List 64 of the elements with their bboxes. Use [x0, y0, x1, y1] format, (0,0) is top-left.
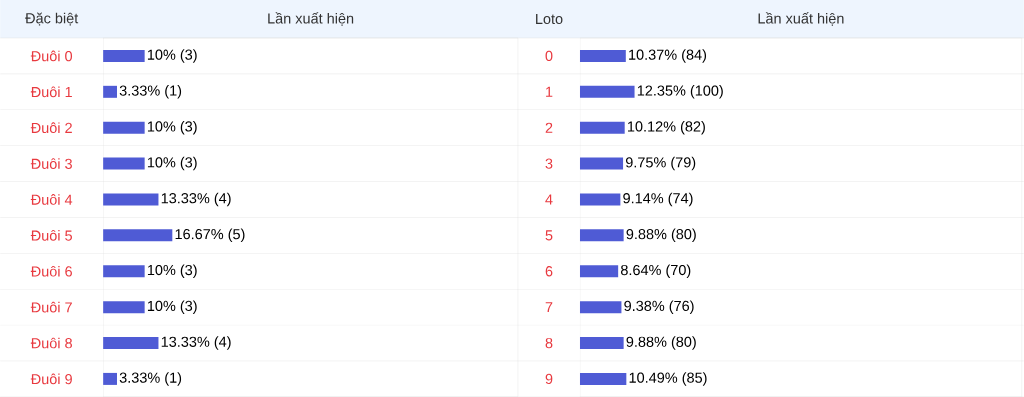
- data-label: 3.33% (1): [119, 372, 182, 386]
- data-label: 12.35% (100): [637, 85, 723, 99]
- bar: [579, 337, 624, 350]
- bar: [103, 157, 145, 170]
- data-label: 10.12% (82): [628, 120, 705, 135]
- y-tick-label: Đuôi 2: [30, 122, 72, 134]
- data-label: 10% (3): [147, 156, 197, 171]
- data-label: 10% (3): [147, 264, 197, 278]
- data-label: 10% (3): [147, 300, 197, 314]
- y-tick-label: Đuôi 6: [30, 265, 72, 277]
- y-tick-label: 3: [545, 158, 553, 169]
- data-label: 13.33% (4): [161, 192, 231, 207]
- bar: [103, 49, 145, 62]
- bar: [579, 157, 624, 170]
- bar: [103, 265, 145, 278]
- bar: [103, 193, 159, 206]
- bar: [103, 372, 117, 385]
- bar: [103, 301, 145, 314]
- y-tick-label: 8: [545, 337, 553, 349]
- bar: [103, 229, 173, 242]
- bar: [103, 337, 159, 350]
- y-tick-label: Đuôi 4: [30, 194, 73, 205]
- y-axis-title: Loto: [536, 13, 563, 25]
- data-label: 9.88% (80): [626, 336, 696, 350]
- data-label: 10.49% (85): [629, 372, 707, 386]
- y-tick-label: 9: [545, 373, 553, 385]
- data-label: 8.64% (70): [620, 264, 691, 278]
- y-tick-label: 0: [545, 50, 553, 62]
- bar: [579, 229, 624, 242]
- bar: [579, 265, 619, 278]
- bar: [579, 121, 625, 134]
- x-axis-title: Lần xuất hiện: [758, 12, 844, 26]
- y-axis-title: Đặc biệt: [25, 12, 79, 26]
- y-tick-label: Đuôi 5: [30, 230, 72, 241]
- data-label: 9.14% (74): [623, 192, 693, 207]
- data-label: 10.37% (84): [629, 49, 707, 63]
- bar: [579, 49, 626, 62]
- y-tick-label: 7: [545, 302, 553, 313]
- y-tick-label: 1: [546, 86, 553, 97]
- x-axis-title: Lần xuất hiện: [268, 12, 354, 26]
- bar: [103, 121, 145, 134]
- data-label: 9.88% (80): [626, 228, 696, 243]
- y-tick-label: Đuôi 9: [30, 373, 72, 385]
- y-tick-label: Đuôi 8: [30, 337, 72, 349]
- y-tick-label: Đuôi 1: [30, 86, 72, 98]
- bar: [579, 301, 622, 314]
- data-label: 10% (3): [147, 49, 197, 63]
- data-label: 9.38% (76): [624, 300, 694, 314]
- bar: [103, 85, 117, 98]
- bar: [579, 193, 621, 206]
- y-tick-label: Đuôi 0: [30, 50, 73, 62]
- y-tick-label: 2: [545, 122, 553, 133]
- y-tick-label: Đuôi 7: [30, 301, 72, 313]
- data-label: 9.75% (79): [625, 156, 696, 171]
- data-label: 13.33% (4): [161, 336, 231, 350]
- data-label: 10% (3): [147, 120, 197, 135]
- bar: [579, 372, 627, 385]
- y-tick-label: 4: [545, 194, 553, 205]
- y-tick-label: 6: [545, 266, 553, 277]
- data-label: 3.33% (1): [119, 85, 182, 99]
- y-tick-label: 5: [545, 230, 553, 241]
- bar: [579, 85, 635, 98]
- y-tick-label: Đuôi 3: [30, 158, 72, 169]
- data-label: 16.67% (5): [175, 228, 245, 243]
